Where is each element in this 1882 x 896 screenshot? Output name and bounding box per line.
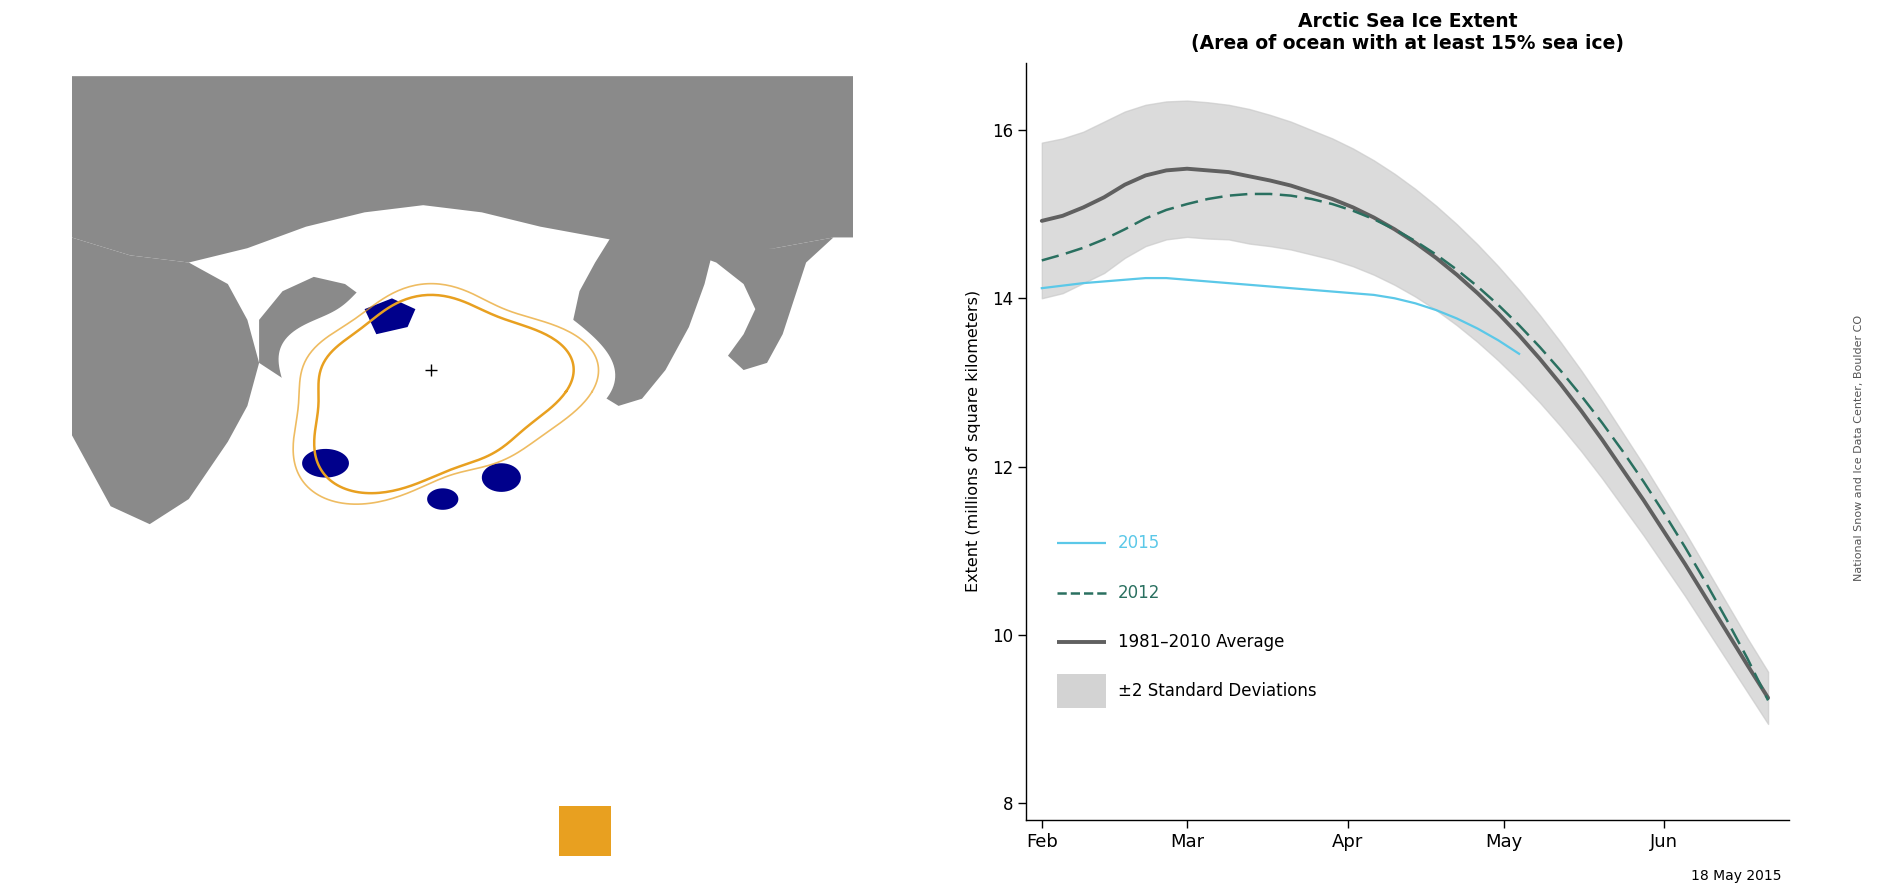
Polygon shape [572,184,715,406]
Y-axis label: Extent (millions of square kilometers): Extent (millions of square kilometers) [965,290,981,592]
Polygon shape [141,263,228,427]
Text: 2015: 2015 [1118,535,1159,553]
Text: median: median [619,825,691,838]
Text: 05/18/2015: 05/18/2015 [38,49,141,67]
Polygon shape [678,237,834,370]
Text: 1981–2010: 1981–2010 [619,847,696,859]
Text: 2012: 2012 [1118,583,1159,602]
Polygon shape [277,263,615,521]
Text: near-real-time data: near-real-time data [15,398,26,498]
Text: National Snow and Ice Data Center, Boulder, CO: National Snow and Ice Data Center, Bould… [894,322,903,574]
Polygon shape [72,237,260,524]
Bar [559,806,610,856]
Text: Sea Ice Extent: Sea Ice Extent [38,22,171,40]
Text: 1981–2010 Average: 1981–2010 Average [1118,633,1284,650]
FancyBboxPatch shape [1056,675,1107,708]
Polygon shape [260,277,376,399]
Polygon shape [427,488,457,510]
Polygon shape [301,449,348,478]
Title: Arctic Sea Ice Extent
(Area of ocean with at least 15% sea ice): Arctic Sea Ice Extent (Area of ocean wit… [1191,12,1622,53]
Text: 18 May 2015: 18 May 2015 [1690,869,1780,883]
Polygon shape [72,76,853,263]
Polygon shape [365,298,416,334]
Text: ±2 Standard Deviations: ±2 Standard Deviations [1118,682,1316,700]
Polygon shape [482,463,521,492]
Text: National Snow and Ice Data Center, Boulder CO: National Snow and Ice Data Center, Bould… [1852,314,1863,582]
